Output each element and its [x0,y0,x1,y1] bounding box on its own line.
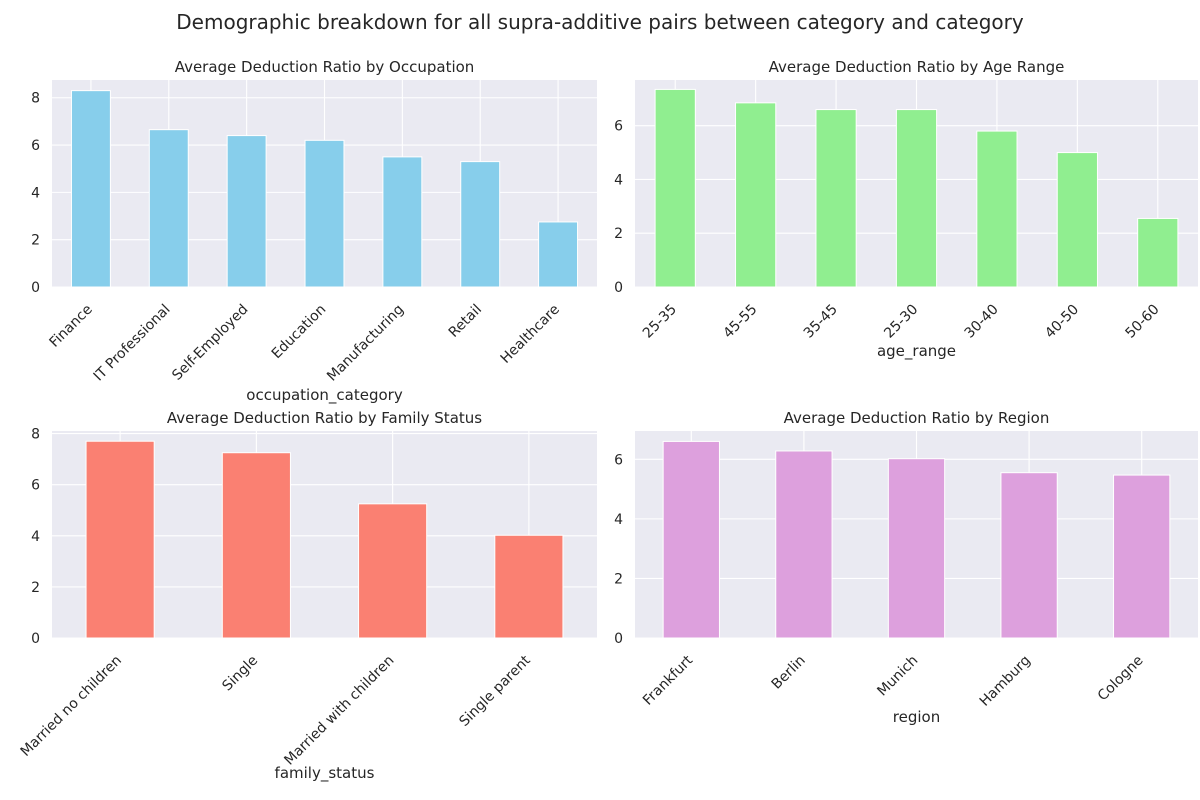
x-tick-label: Berlin [769,653,809,693]
bar-married-with-children [358,503,428,639]
y-tick-label: 6 [31,478,40,494]
x-tick-label: Married no children [18,653,125,760]
bar-retail [460,161,501,288]
bar-it-professional [148,129,189,288]
x-tick-label: Married with children [281,653,397,769]
x-tick-label: Retail [446,302,485,341]
x-tick-label: 40-50 [1042,302,1082,342]
bar-single [221,452,291,639]
bar-35-45 [815,109,857,288]
bar-30-40 [976,130,1018,288]
bar-healthcare [538,221,579,288]
x-axis-label: family_status [275,764,375,783]
bar-25-30 [895,109,938,288]
x-tick-label: 35-45 [801,302,841,342]
bar-education [304,139,345,288]
y-tick-label: 4 [614,172,623,188]
bar-25-35 [654,88,696,288]
subplot-3: 0 2 4 6 8 Married no children Single Married wi… [18,409,597,783]
x-tick-label: IT Professional [91,302,174,385]
subplot-title: Average Deduction Ratio by Occupation [175,58,475,76]
x-axis-label: region [893,708,940,726]
bar-munich [887,458,946,639]
y-tick-label: 2 [31,233,40,249]
y-tick-label: 8 [31,427,40,443]
x-axis-label: age_range [877,342,956,361]
y-tick-label: 2 [614,571,623,587]
subplot-title: Average Deduction Ratio by Family Status [167,409,482,427]
x-tick-label: Education [269,302,330,363]
y-tick-label: 2 [614,226,623,242]
bar-frankfurt [662,440,720,639]
y-tick-label: 2 [31,580,40,596]
x-tick-label: Cologne [1095,653,1147,705]
x-tick-label: Frankfurt [640,652,697,709]
y-tick-label: 6 [614,119,623,135]
x-tick-label: Munich [874,653,921,700]
x-tick-label: Finance [47,302,96,351]
bar-cologne [1113,474,1171,639]
subplot-title: Average Deduction Ratio by Age Range [769,58,1065,76]
bar-45-55 [735,102,777,288]
x-tick-label: 30-40 [962,302,1002,342]
y-tick-label: 4 [614,512,623,528]
bar-40-50 [1056,152,1098,288]
x-tick-label: Manufacturing [324,302,407,385]
subplot-2: 0 2 4 6 25-35 45-55 35-45 25-30 30-40 40-50 50-60 A… [614,58,1198,361]
x-tick-label: Healthcare [498,302,563,367]
subplot-title: Average Deduction Ratio by Region [784,409,1050,427]
y-tick-label: 0 [31,631,40,647]
x-tick-label: 50-60 [1123,302,1163,342]
y-tick-label: 0 [614,280,623,296]
y-tick-label: 0 [614,631,623,647]
subplot-4: 0 2 4 6 Frankfurt Berlin Munich Hamburg Cologne A… [614,409,1198,726]
bar-hamburg [1000,472,1058,639]
bar-50-60 [1137,217,1179,288]
y-tick-label: 4 [31,529,40,545]
figure-suptitle: Demographic breakdown for all supra-addi… [176,10,1024,34]
y-tick-label: 6 [31,138,40,154]
bar-single-parent [494,534,564,639]
x-tick-label: 45-55 [720,302,760,342]
x-axis-label: occupation_category [246,386,403,405]
x-tick-label: Single [219,653,261,695]
bar-self-employed [226,135,267,288]
y-tick-label: 8 [31,91,40,107]
y-tick-label: 4 [31,185,40,201]
x-tick-label: Self-Employed [169,302,251,384]
x-tick-label: 25-35 [640,302,680,342]
bar-married-no-children [85,440,155,639]
x-tick-label: 25-30 [881,302,921,342]
x-tick-label: Single parent [456,652,534,730]
y-tick-label: 6 [614,452,623,468]
x-tick-label: Hamburg [977,653,1034,710]
bar-berlin [775,450,833,639]
bar-finance [70,90,111,288]
y-tick-label: 0 [31,280,40,296]
bar-manufacturing [382,156,423,288]
